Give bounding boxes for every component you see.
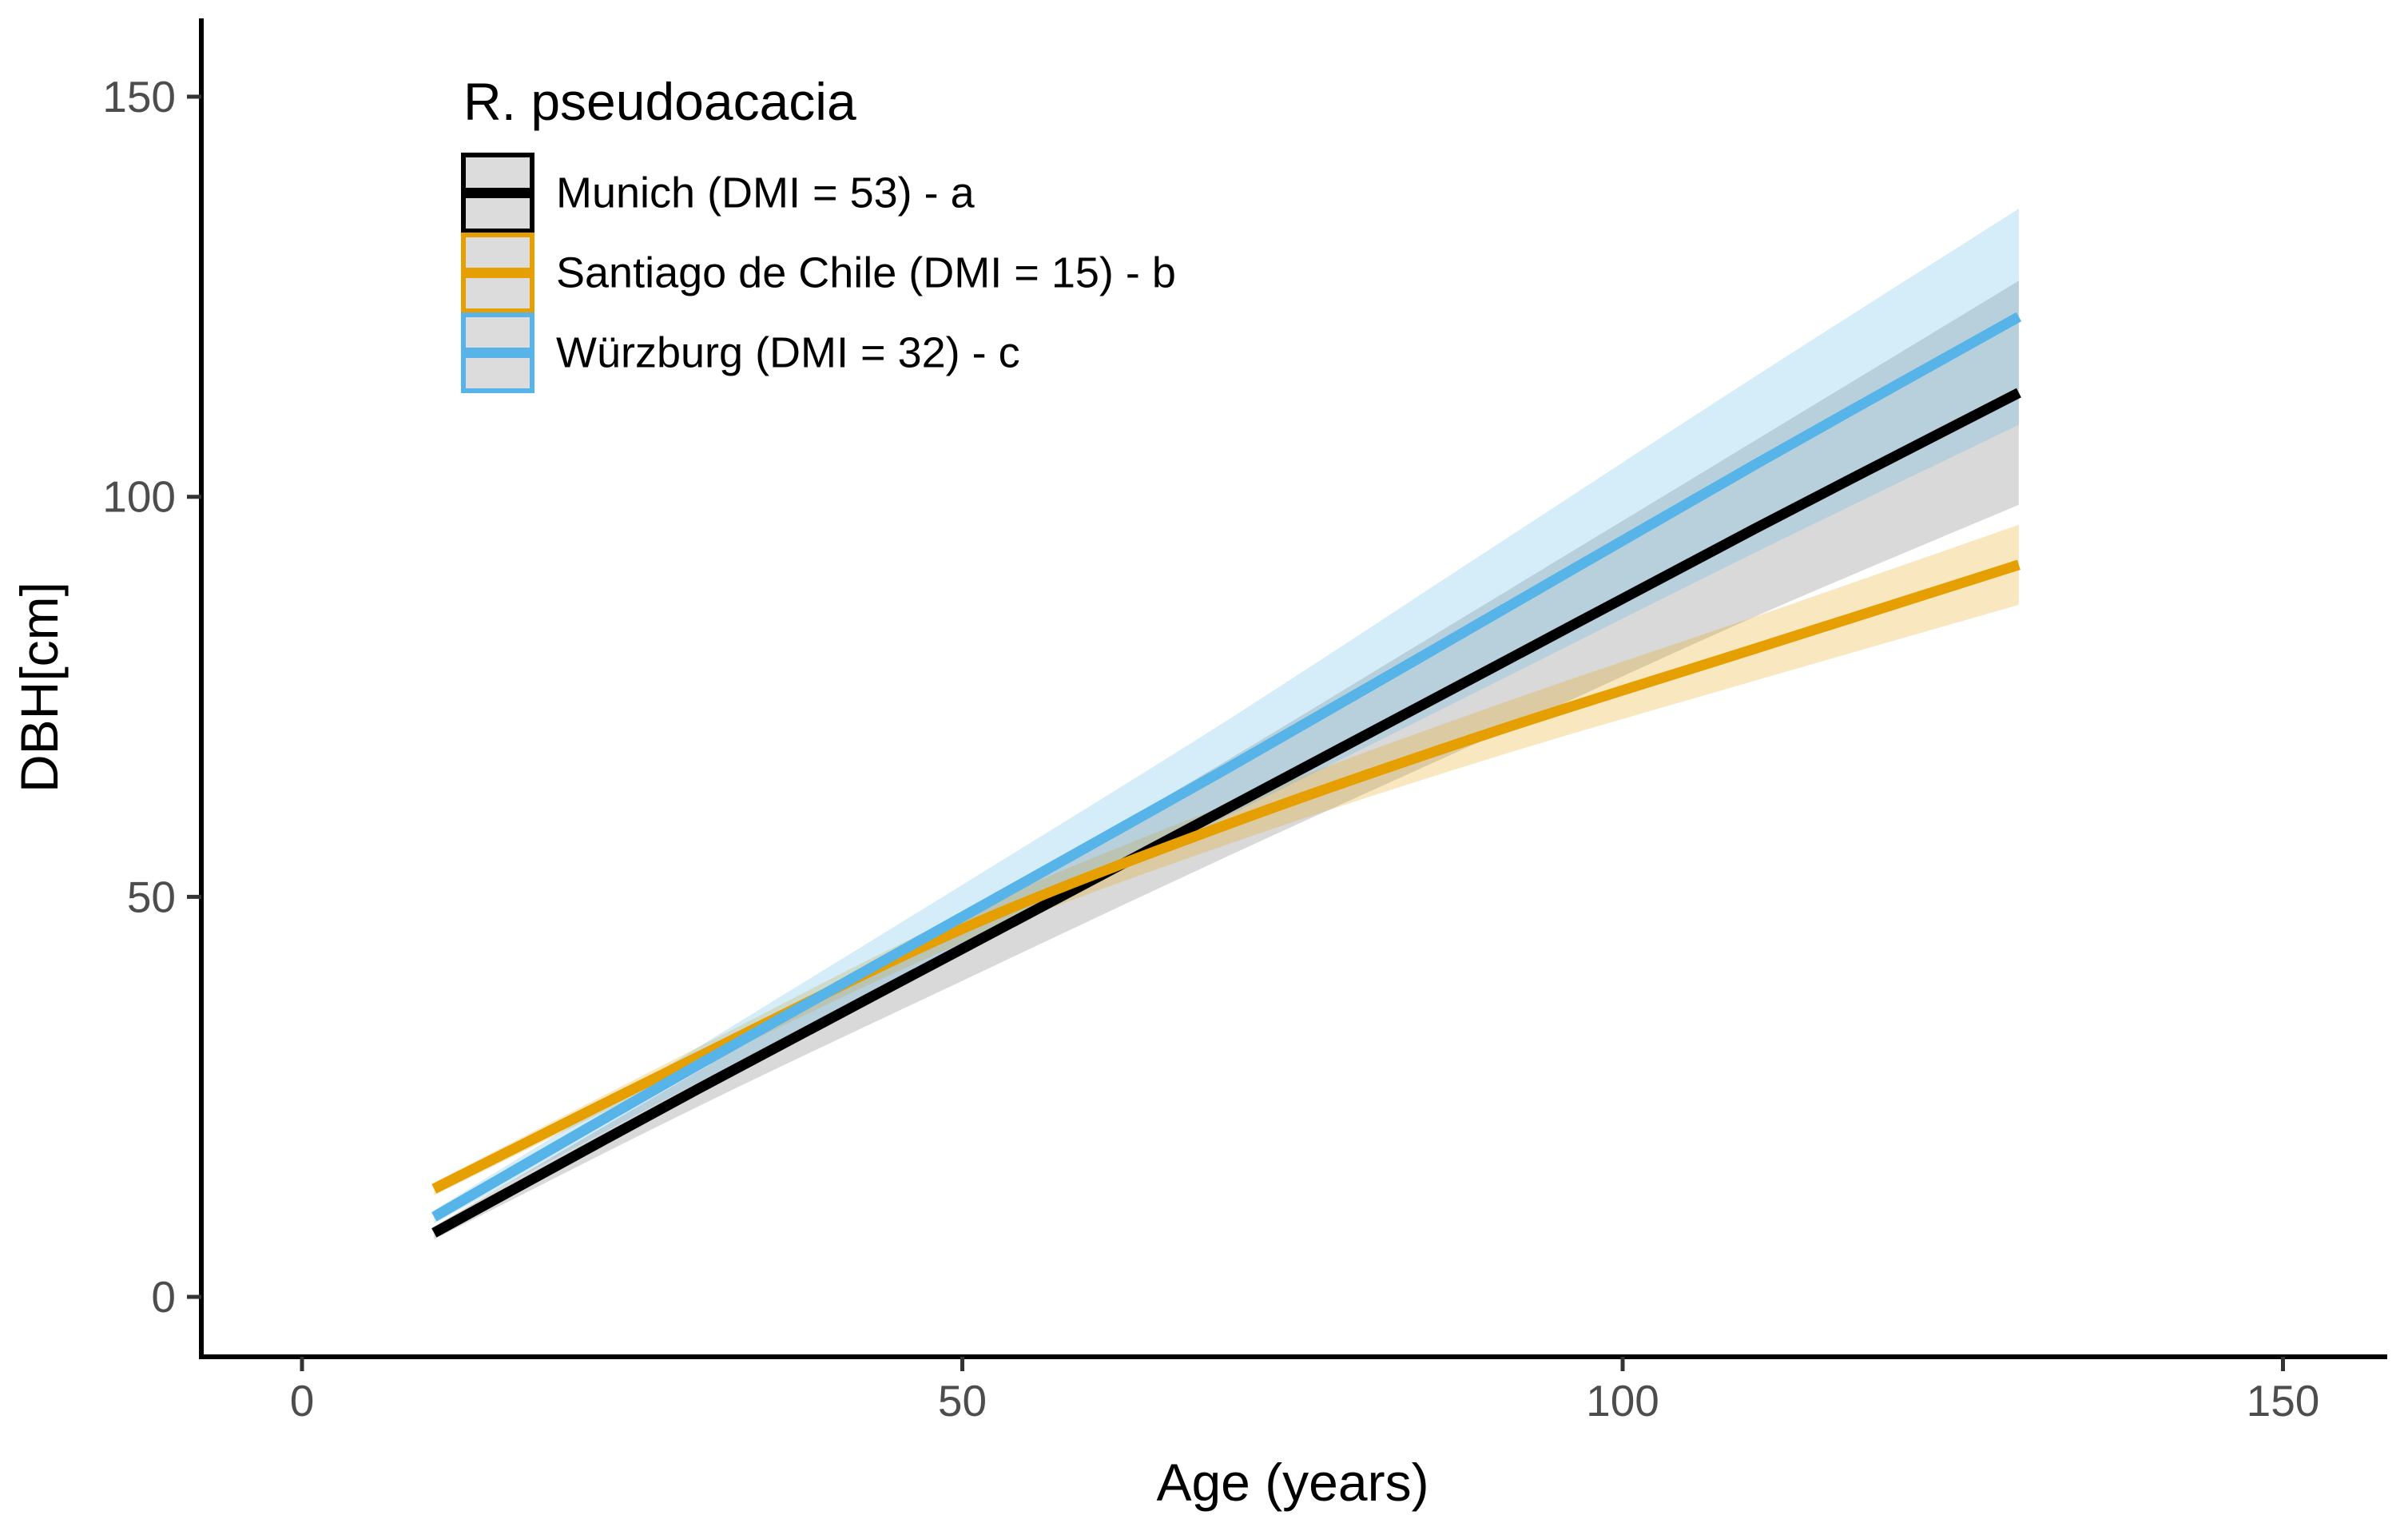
legend-label-wuerzburg: Würzburg (DMI = 32) - c <box>556 329 1020 377</box>
y-tick-label: 0 <box>151 1272 176 1322</box>
legend-label-munich: Munich (DMI = 53) - a <box>556 169 976 217</box>
y-axis-title: DBH[cm] <box>10 582 69 793</box>
y-tick-label: 50 <box>127 872 176 921</box>
legend-title: R. pseudoacacia <box>463 72 856 131</box>
legend: R. pseudoacacia Munich (DMI = 53) - a Sa… <box>461 72 1176 393</box>
confidence-band <box>434 209 2019 1223</box>
series-line <box>431 312 2022 1222</box>
y-tick-label: 100 <box>102 472 176 522</box>
x-tick-label: 150 <box>2247 1376 2320 1426</box>
y-tick-label: 150 <box>102 72 176 121</box>
x-tick-label: 0 <box>290 1376 315 1426</box>
x-tick-label: 50 <box>938 1376 987 1426</box>
legend-label-santiago: Santiago de Chile (DMI = 15) - b <box>556 249 1176 297</box>
series-line <box>431 559 2021 1194</box>
series-lines <box>431 312 2022 1238</box>
series-line <box>431 388 2021 1238</box>
x-tick-label: 100 <box>1586 1376 1659 1426</box>
legend-item-wuerzburg: Würzburg (DMI = 32) - c <box>461 312 1020 393</box>
legend-item-santiago: Santiago de Chile (DMI = 15) - b <box>461 233 1176 313</box>
confidence-band <box>434 280 2019 1239</box>
legend-item-munich: Munich (DMI = 53) - a <box>461 153 976 233</box>
x-axis-title: Age (years) <box>1156 1453 1429 1512</box>
axes: 0 50 100 150 0 50 100 150 <box>102 18 2387 1426</box>
